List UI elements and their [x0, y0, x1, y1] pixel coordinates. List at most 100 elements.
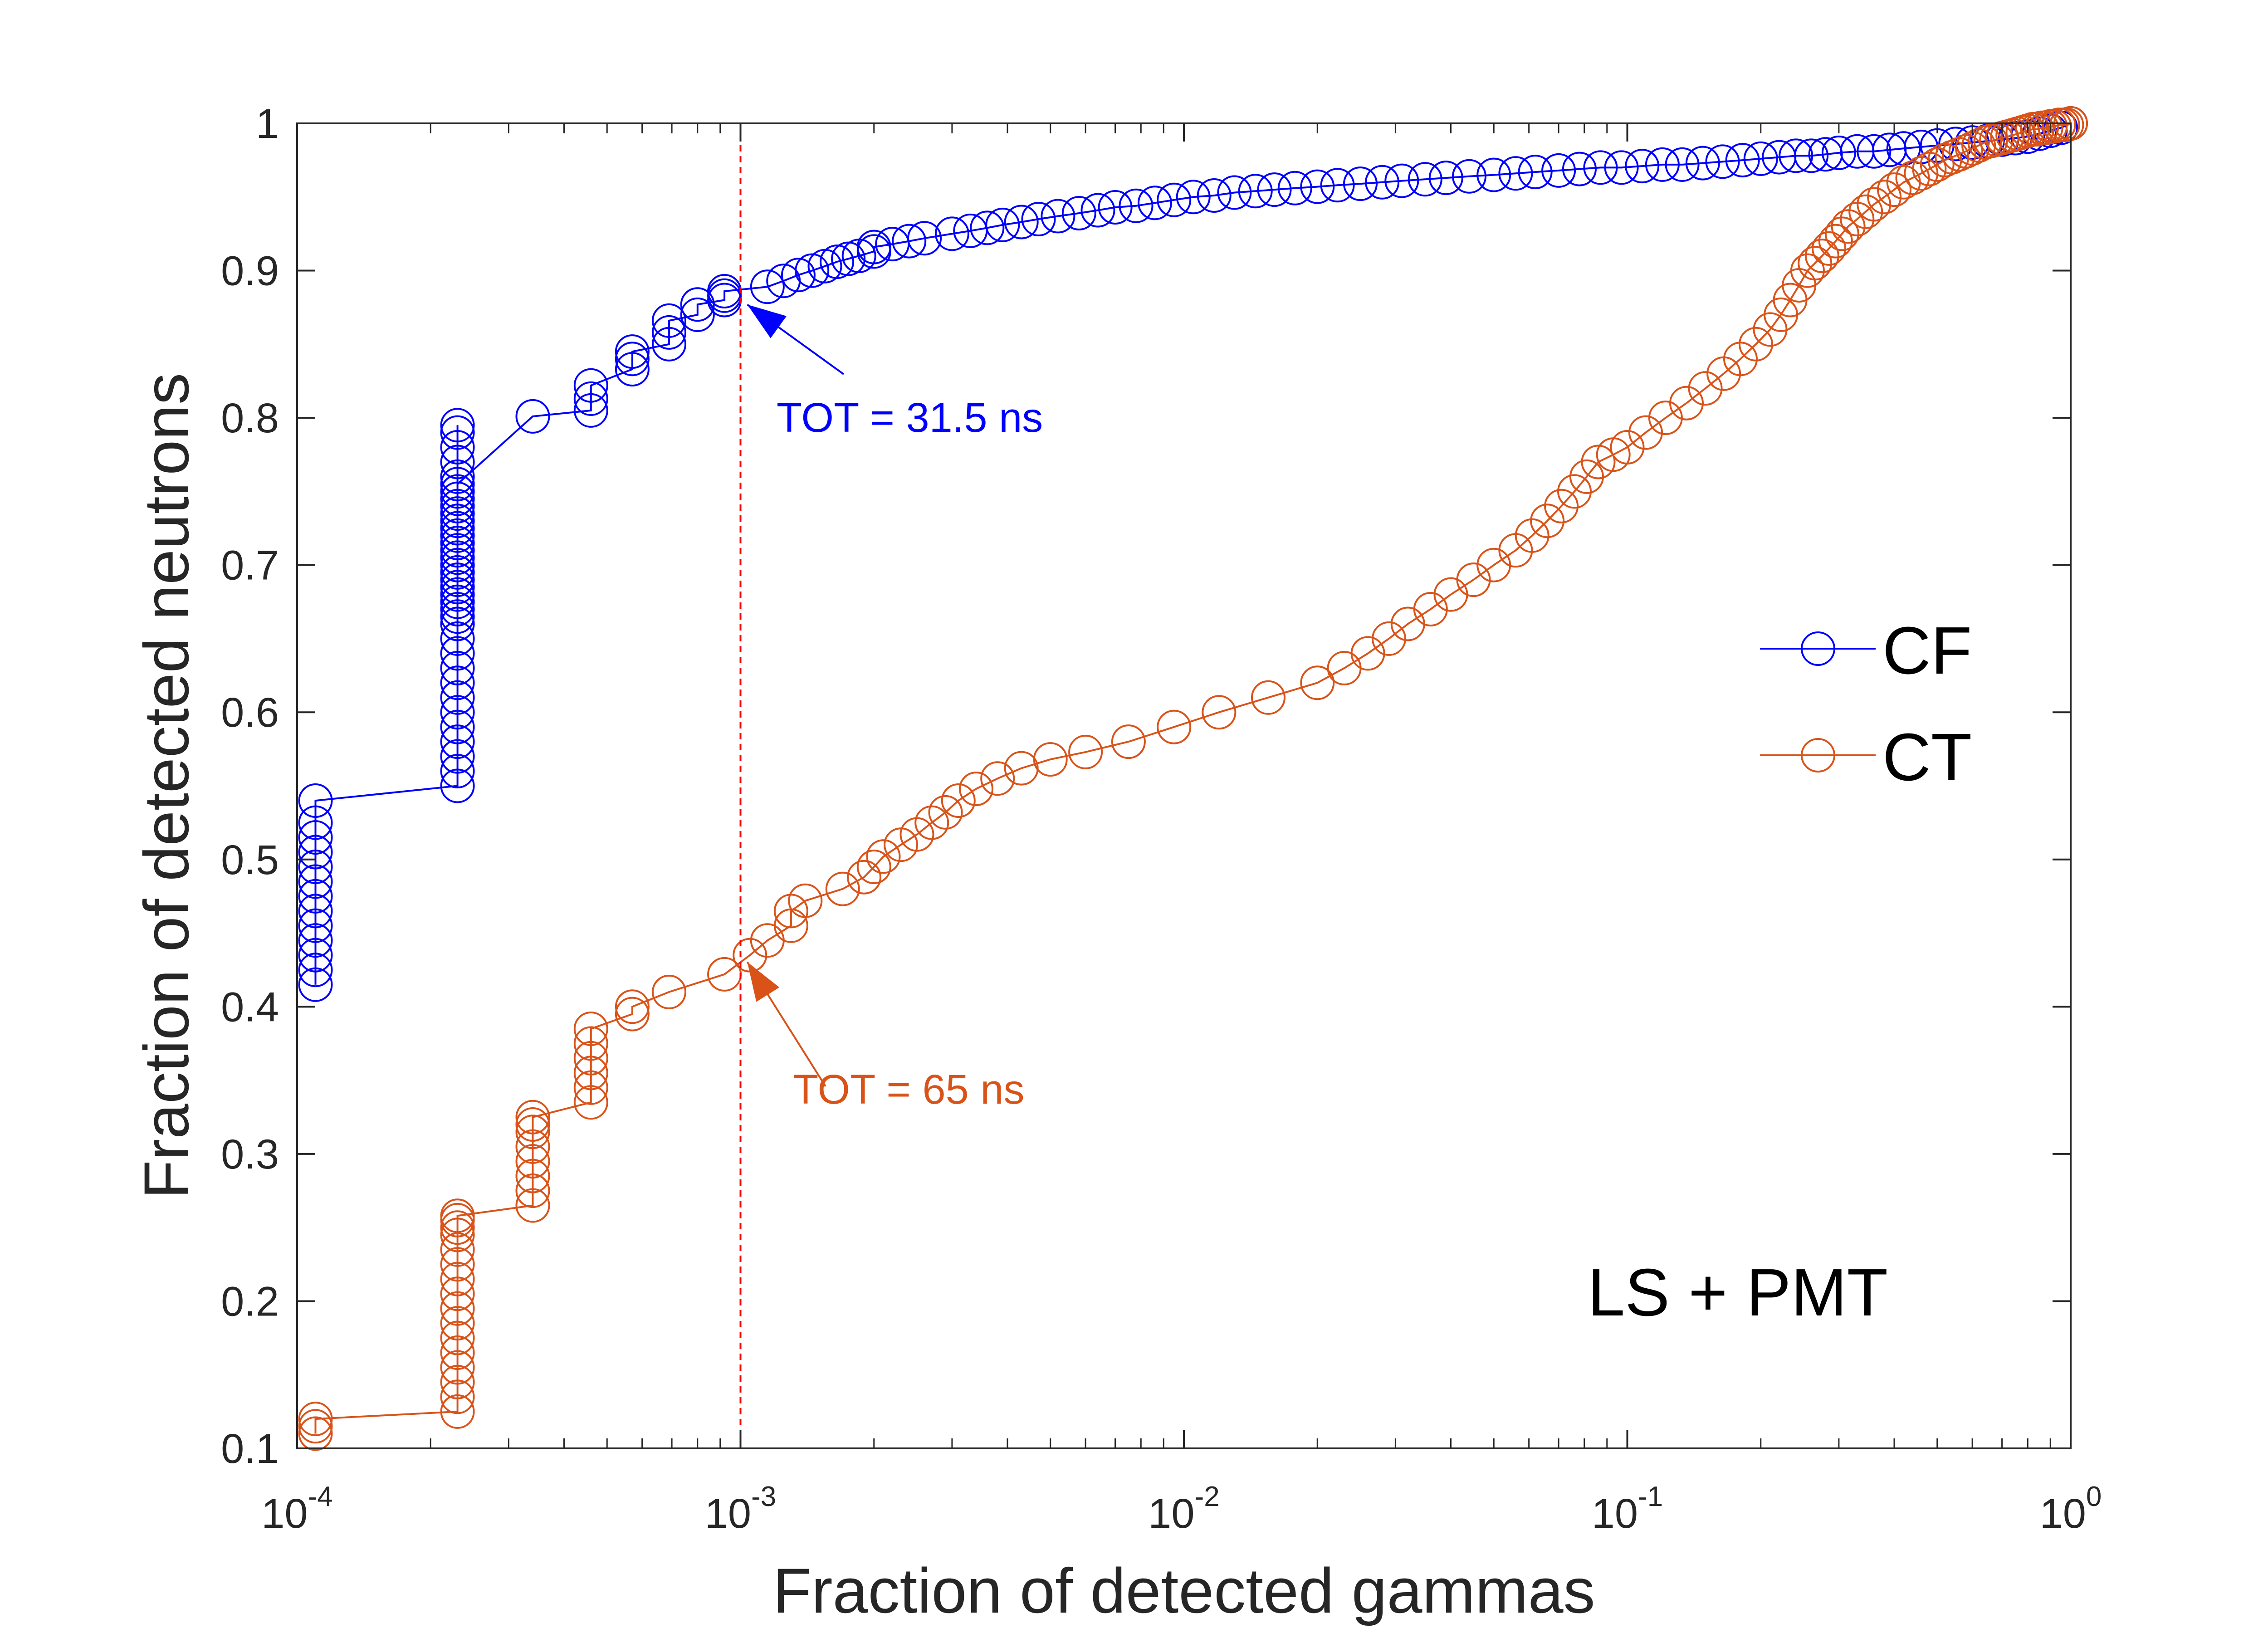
data-point: [652, 315, 686, 350]
data-point: [1300, 665, 1335, 700]
annotation-arrow-cf-head: [747, 304, 787, 338]
data-point: [440, 467, 475, 502]
data-point: [440, 481, 475, 516]
data-point: [1562, 152, 1597, 186]
data-point: [1004, 205, 1039, 240]
data-point: [1790, 253, 1825, 288]
data-point: [1320, 168, 1355, 203]
data-point: [652, 303, 686, 338]
data-point: [515, 399, 550, 434]
x-tick-label: 10-1: [1592, 1481, 1663, 1537]
data-point: [440, 1261, 475, 1296]
data-point: [1277, 171, 1312, 205]
data-point: [1569, 459, 1604, 494]
data-point: [1372, 621, 1406, 656]
data-point: [298, 953, 333, 988]
data-point: [440, 1320, 475, 1355]
data-point: [440, 636, 475, 671]
data-point: [1518, 155, 1553, 190]
data-point: [440, 511, 475, 546]
data-point: [298, 1416, 333, 1451]
data-point: [1530, 504, 1565, 538]
data-point: [1541, 153, 1576, 188]
data-point: [680, 297, 715, 332]
data-point: [615, 334, 650, 369]
data-point: [440, 606, 475, 641]
data-point: [440, 1247, 475, 1282]
data-point: [515, 1107, 550, 1142]
data-point: [1157, 182, 1192, 217]
data-point: [1384, 163, 1419, 198]
data-point: [615, 352, 650, 386]
data-point: [298, 938, 333, 973]
data-point: [440, 577, 475, 612]
legend: CF CT: [1760, 613, 1972, 795]
data-point: [615, 997, 650, 1032]
legend-marker-ct: [1801, 738, 1835, 772]
data-point: [298, 967, 333, 1002]
data-point: [298, 864, 333, 899]
data-point: [440, 768, 475, 803]
data-point: [1648, 401, 1683, 435]
data-point: [1877, 172, 1911, 207]
annotation-cf-label: TOT = 31.5 ns: [777, 395, 1043, 441]
y-tick-label: 1: [256, 101, 279, 147]
data-point: [1251, 680, 1286, 715]
data-point: [440, 533, 475, 568]
data-point: [1818, 224, 1853, 259]
data-point: [1021, 202, 1056, 236]
data-point: [298, 894, 333, 929]
data-point: [298, 850, 333, 884]
data-point: [907, 221, 942, 256]
data-point: [1812, 231, 1847, 266]
data-point: [1685, 146, 1720, 181]
data-point: [440, 650, 475, 685]
data-point: [440, 474, 475, 509]
data-point: [1428, 161, 1463, 196]
data-point: [573, 1085, 608, 1120]
data-point: [440, 496, 475, 531]
x-tick-label-base: 10: [1592, 1491, 1638, 1537]
y-tick-label: 0.9: [221, 248, 279, 294]
data-point: [440, 570, 475, 605]
data-point: [440, 1198, 475, 1233]
legend-label-cf: CF: [1882, 613, 1972, 688]
data-point: [1857, 134, 1892, 169]
data-point: [515, 1173, 550, 1208]
data-point: [825, 871, 860, 906]
series-ct: [298, 106, 2088, 1451]
data-point: [440, 1379, 475, 1414]
data-point: [298, 1409, 333, 1444]
data-point: [1824, 216, 1859, 251]
x-tick-label-exponent: -1: [1638, 1481, 1663, 1512]
data-point: [892, 224, 927, 259]
data-point: [440, 1291, 475, 1326]
annotation-layer: TOT = 31.5 ns TOT = 65 ns LS + PMT: [746, 303, 1888, 1330]
data-point: [440, 1394, 475, 1429]
data-point: [515, 1100, 550, 1134]
data-point: [440, 621, 475, 656]
data-point: [440, 724, 475, 759]
annotation-system-label: LS + PMT: [1588, 1255, 1888, 1330]
data-point: [298, 879, 333, 914]
data-point: [1725, 143, 1760, 178]
data-point: [440, 408, 475, 443]
data-point: [1343, 166, 1378, 201]
data-point: [440, 489, 475, 523]
data-point: [1798, 246, 1833, 281]
data-point: [1300, 169, 1335, 204]
data-point: [298, 1402, 333, 1437]
data-point: [298, 805, 333, 840]
data-point: [1857, 187, 1892, 222]
data-point: [1779, 138, 1813, 173]
data-point: [1476, 157, 1511, 192]
data-point: [298, 820, 333, 855]
data-point: [1665, 147, 1700, 182]
data-point: [615, 989, 650, 1024]
data-point: [1688, 371, 1723, 406]
data-point: [1238, 174, 1273, 209]
data-point: [750, 269, 785, 304]
data-point: [440, 695, 475, 730]
data-point: [440, 518, 475, 553]
